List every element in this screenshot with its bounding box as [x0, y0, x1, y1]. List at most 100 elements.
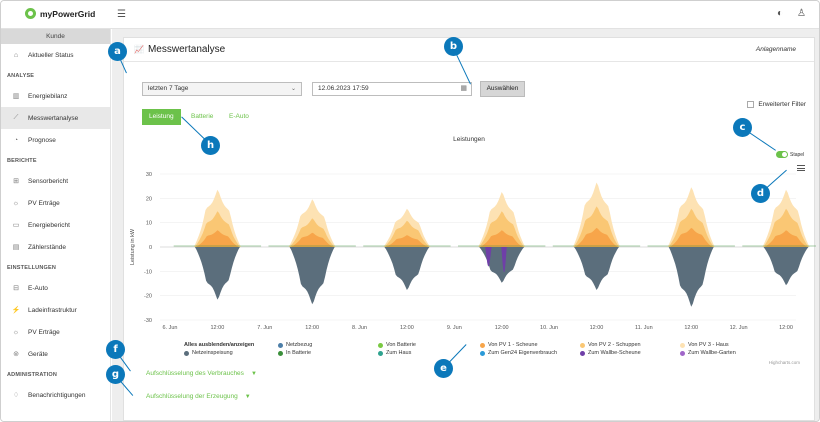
feed-in-area: [573, 247, 619, 290]
callout-badge-e: e: [434, 359, 453, 378]
sidebar-item-messwertanalyse[interactable]: ⟋ Messwertanalyse: [1, 107, 110, 129]
sidebar-item-benachrichtigungen[interactable]: ♢ Benachrichtigungen: [1, 384, 110, 406]
pv1-area: [480, 230, 524, 247]
legend-item[interactable]: Zum Wallbe-Garten: [680, 349, 736, 357]
y-tick-label: -30: [144, 318, 152, 324]
sidebar-item-pv-erträge[interactable]: ☼ PV Erträge: [1, 321, 110, 343]
legend-item[interactable]: Alles ausblenden/anzeigen: [184, 341, 254, 349]
sidebar-item-zählerstände[interactable]: ▤ Zählerstände: [1, 236, 110, 258]
callout-badge-h: h: [201, 136, 220, 155]
advanced-filter[interactable]: Erweiterter Filter: [747, 101, 806, 108]
legend-item[interactable]: Netzeinspeisung: [184, 349, 254, 357]
legend-marker: [278, 350, 283, 356]
top-bar: myPowerGrid ☰ ◐ ♙: [1, 1, 819, 29]
logo[interactable]: myPowerGrid: [25, 8, 95, 19]
time-range-value: letzten 7 Tage: [148, 85, 189, 92]
divider: [124, 61, 814, 62]
app-name: myPowerGrid: [40, 8, 96, 19]
accordion-consumption[interactable]: Aufschlüsselung des Verbrauches ▼: [146, 370, 257, 377]
legend-item[interactable]: Netzbezug: [278, 341, 312, 349]
sidebar-item-label: Energiebericht: [28, 221, 70, 229]
legend-label: Von PV 3 - Haus: [688, 342, 729, 348]
dashboard-icon: ⌂: [13, 51, 19, 59]
y-tick-label: 20: [146, 196, 152, 202]
pv1-area: [669, 227, 713, 247]
legend-item[interactable]: In Batterie: [278, 349, 312, 357]
sidebar-item-label: Ladeinfrastruktur: [28, 306, 77, 314]
legend-label: In Batterie: [286, 350, 312, 356]
chevron-down-icon: ▼: [244, 393, 251, 400]
tab-batterie[interactable]: Batterie: [191, 113, 214, 120]
sidebar-item-e-auto[interactable]: ⊟ E-Auto: [1, 277, 110, 299]
legend-label: Zum Wallbe-Garten: [688, 350, 736, 356]
accordion-generation[interactable]: Aufschlüsselung der Erzeugung ▼: [146, 393, 251, 400]
chevron-down-icon: ▼: [250, 370, 257, 377]
folder-icon: ▭: [12, 222, 20, 229]
callout-badge-a: a: [108, 42, 127, 61]
feed-in-area: [194, 247, 240, 300]
legend-marker: [480, 350, 485, 356]
sidebar-item-energiebilanz[interactable]: ▥ Energiebilanz: [1, 85, 110, 107]
car-icon: ⊟: [13, 285, 19, 292]
sidebar-item-pv-erträge[interactable]: ☼ PV Erträge: [1, 192, 110, 214]
pv1-area: [196, 230, 239, 247]
sidebar-section-analyse: ANALYSE: [7, 72, 35, 79]
main-area: 📈 Messwertanalyse Anlagenname letzten 7 T…: [112, 29, 819, 421]
sidebar-item-geräte[interactable]: ⊚ Geräte: [1, 343, 110, 365]
tab-leistung[interactable]: Leistung: [142, 109, 181, 125]
wallbox-area: [501, 247, 507, 273]
sidebar-item-sensorbericht[interactable]: ⊞ Sensorbericht: [1, 170, 110, 192]
hamburger-menu-icon[interactable]: ☰: [117, 9, 126, 20]
legend-item[interactable]: Von Batterie: [378, 341, 416, 349]
stack-toggle[interactable]: Stapel: [776, 151, 804, 158]
user-icon[interactable]: ♙: [797, 8, 806, 19]
callout-badge-f: f: [106, 340, 125, 359]
legend-label: Netzeinspeisung: [192, 350, 233, 356]
sidebar-item-ladeinfrastruktur[interactable]: ⚡ Ladeinfrastruktur: [1, 299, 110, 321]
datetime-input[interactable]: 12.06.2023 17:59 ▦: [312, 82, 472, 96]
line-chart-icon: ⟋: [13, 114, 19, 121]
x-tick-label: 11. Jun: [635, 325, 653, 331]
stack-toggle-switch[interactable]: [776, 151, 788, 158]
sidebar-item-aktueller-status[interactable]: ⌂ Aktueller Status: [1, 44, 110, 66]
calendar-icon[interactable]: ▦: [460, 85, 467, 92]
chevron-down-icon: ⌄: [290, 86, 296, 92]
legend-label: Zum Wallbe-Scheune: [588, 350, 641, 356]
time-range-select[interactable]: letzten 7 Tage ⌄: [142, 82, 302, 96]
x-tick-label: 12:00: [495, 325, 509, 331]
legend-item[interactable]: Von PV 1 - Scheune: [480, 341, 557, 349]
legend-label: Zum Haus: [386, 350, 412, 356]
legend-column: Von PV 3 - Haus Zum Wallbe-Garten: [680, 341, 736, 357]
sidebar-item-prognose[interactable]: ◔ Prognose: [1, 129, 110, 151]
x-tick-label: 10. Jun: [540, 325, 558, 331]
legend-item[interactable]: Von PV 3 - Haus: [680, 341, 736, 349]
legend-item[interactable]: Zum Wallbe-Scheune: [580, 349, 641, 357]
legend-marker: [278, 342, 283, 348]
sun-icon: ☼: [12, 199, 20, 207]
callout-badge-c: c: [733, 118, 752, 137]
legend-marker: [480, 342, 485, 348]
sidebar-item-label: Aktueller Status: [28, 51, 74, 59]
sidebar-item-energiebericht[interactable]: ▭ Energiebericht: [1, 214, 110, 236]
select-button[interactable]: Auswählen: [480, 81, 525, 97]
legend-item[interactable]: Zum Gen24 Eigenverbrauch: [480, 349, 557, 357]
theme-toggle-icon[interactable]: ◐: [777, 8, 784, 19]
advanced-filter-checkbox[interactable]: [747, 101, 755, 108]
y-tick-label: -20: [144, 294, 152, 300]
x-tick-label: 12:00: [684, 325, 698, 331]
legend-item[interactable]: Von PV 2 - Schuppen: [580, 341, 641, 349]
logo-icon: [25, 8, 36, 19]
legend-label: Von Batterie: [386, 342, 416, 348]
legend-label: Von PV 1 - Scheune: [488, 342, 538, 348]
chart-menu-icon[interactable]: [797, 165, 805, 171]
legend-column: Netzbezug In Batterie: [278, 341, 312, 357]
customer-selector[interactable]: Kunde: [1, 29, 110, 44]
legend-item[interactable]: Zum Haus: [378, 349, 416, 357]
feed-in-area: [384, 247, 430, 290]
tab-e-auto[interactable]: E-Auto: [229, 113, 249, 120]
x-tick-label: 12. Jun: [730, 325, 748, 331]
pv1-area: [764, 230, 808, 247]
content-card: 📈 Messwertanalyse Anlagenname letzten 7 T…: [123, 37, 816, 421]
page-title: 📈 Messwertanalyse: [134, 44, 225, 55]
